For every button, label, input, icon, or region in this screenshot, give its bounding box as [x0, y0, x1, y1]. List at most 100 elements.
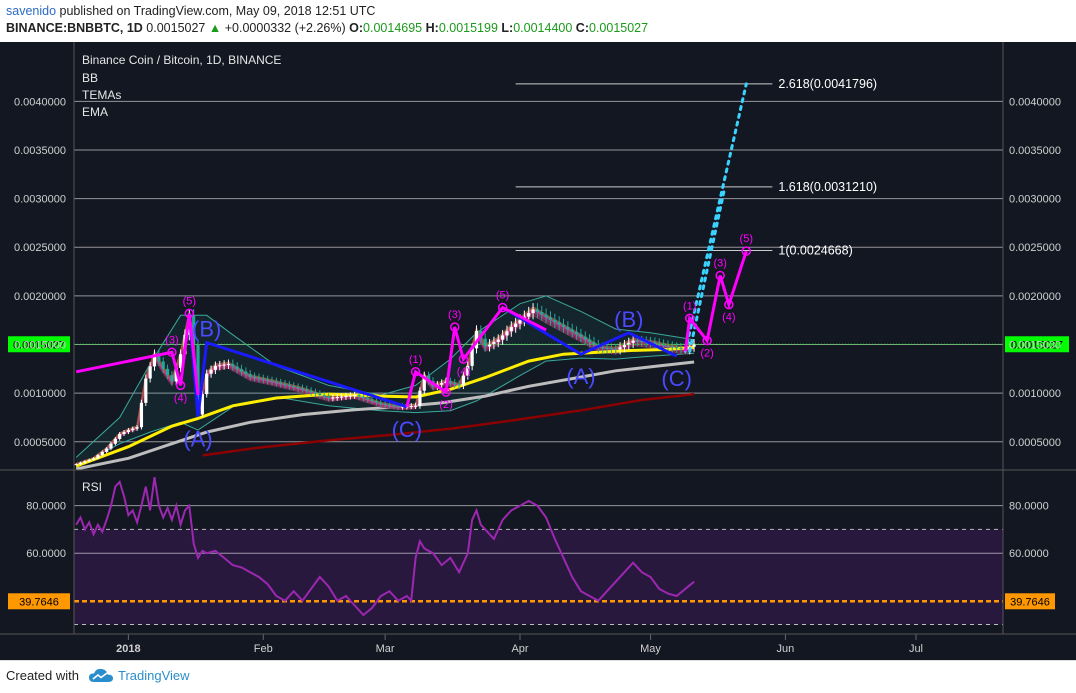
candle-body [179, 354, 183, 368]
candle-body [553, 319, 557, 323]
candle-body [383, 403, 387, 405]
wave-point-marker [449, 322, 460, 332]
wave-label: (4) [722, 312, 735, 324]
rsi-tick-left: 60.0000 [26, 548, 66, 560]
candle-body [492, 341, 496, 345]
candle-body [692, 344, 696, 347]
candle-body [566, 327, 570, 330]
rsi-tick-right: 60.0000 [1009, 548, 1049, 560]
candle-body [627, 342, 631, 346]
price-tick-right: 0.0025000 [1009, 242, 1061, 254]
price-tick-right: 0.0020000 [1009, 291, 1061, 303]
price-tick-left: 0.0020000 [14, 291, 66, 303]
chart-area[interactable]: 60.0000 60.0000 80.0000 80.0000 39.7646 39.76… [0, 42, 1076, 660]
candle-body [209, 369, 213, 374]
rsi-panel: 60.0000 60.0000 80.0000 80.0000 39.7646 39.76… [8, 476, 1055, 625]
author-link[interactable]: savenido [6, 4, 57, 18]
last-price-tag-left [8, 336, 70, 353]
wave-point-marker [497, 302, 508, 313]
projection-line [683, 82, 748, 353]
price-tick-left: 0.0005000 [14, 437, 66, 449]
candle-body [322, 395, 326, 397]
price-tick-left: 0.0025000 [14, 242, 66, 254]
wave-point-marker [167, 347, 177, 358]
time-tick-label: May [640, 643, 661, 655]
low-value: 0.0014400 [513, 21, 573, 35]
candle-body [583, 336, 587, 340]
candle-body [279, 382, 283, 384]
candle-body [588, 339, 592, 343]
candle-body [409, 406, 413, 408]
time-tick-label: Mar [376, 643, 395, 655]
abc-label: (B) [614, 307, 643, 332]
indicator-label-temas: TEMAs [82, 88, 121, 102]
time-tick-label: Feb [254, 643, 273, 655]
axis-labels: 0.0005000 0.0005000 0.0010000 0.0010000 0.00… [14, 96, 1061, 655]
high-label: H: [425, 21, 439, 35]
candle-body [344, 396, 348, 398]
ema-red-line [202, 392, 695, 457]
price-tick-left: 0.0015000 [14, 340, 66, 352]
candle-body [535, 309, 540, 313]
candle-body [427, 375, 431, 381]
rsi-line [75, 476, 695, 617]
candle-body [105, 448, 109, 452]
tradingview-link[interactable]: TradingView [118, 668, 190, 683]
candle-body [605, 347, 609, 349]
wave-label: (4) [174, 392, 187, 404]
price-tick-right: 0.0010000 [1009, 388, 1061, 400]
candle-body [292, 385, 296, 388]
candle-body [91, 458, 96, 460]
wave-label: (3) [165, 334, 178, 346]
candle-body [570, 329, 574, 332]
candle-body [331, 397, 335, 399]
last-price-label-right: 0.0015027 [1011, 339, 1063, 351]
last-price-label-left: 0.0015027 [13, 339, 65, 351]
candle-body [231, 363, 235, 367]
price-tick-right: 0.0030000 [1009, 194, 1061, 206]
candle-body [370, 399, 374, 401]
candle-body [609, 348, 613, 350]
price-tick-right: 0.0035000 [1009, 145, 1061, 157]
candle-body [87, 459, 91, 462]
publish-header: savenido published on TradingView.com, M… [0, 0, 1076, 42]
candle-body [531, 309, 535, 314]
rsi-tick-right: 80.0000 [1009, 501, 1049, 513]
candle-body [170, 375, 174, 382]
candle-body [139, 402, 144, 428]
candle-body [366, 398, 370, 400]
wave-point-marker [684, 313, 695, 324]
price-tick-right: 0.0005000 [1009, 437, 1061, 449]
candle-body [396, 406, 400, 408]
wave-label: (2) [439, 399, 452, 411]
indicator-label-bb: BB [82, 71, 98, 85]
candle-body [640, 341, 644, 343]
candle-body [218, 365, 222, 367]
candle-body [400, 406, 405, 408]
candle-body [670, 346, 674, 348]
candle-body [374, 400, 379, 403]
candle-body [196, 344, 200, 415]
price-tick-right: 0.0015000 [1009, 340, 1061, 352]
wave-label: (5) [183, 295, 196, 307]
chart-title: Binance Coin / Bitcoin, 1D, BINANCE [82, 53, 281, 67]
axes [0, 42, 1076, 635]
up-arrow-icon: ▲ [208, 21, 222, 35]
wave-point-marker [441, 387, 451, 397]
bollinger-fill [76, 295, 695, 468]
candle-body [239, 369, 244, 372]
candle-body [557, 322, 561, 325]
candle-body [496, 339, 500, 342]
candle-body [666, 345, 670, 347]
candle-body [453, 382, 457, 385]
wave-label: (3) [713, 257, 726, 269]
candle-body [157, 354, 161, 362]
candle-body [635, 340, 640, 342]
abc-label: (A) [183, 427, 212, 452]
wave-point-marker [410, 367, 421, 377]
candle-body [448, 381, 452, 383]
wave-label: (5) [496, 290, 509, 302]
tradingview-cloud-icon[interactable] [88, 667, 114, 685]
candle-body [261, 378, 265, 380]
candle-body [361, 396, 365, 399]
